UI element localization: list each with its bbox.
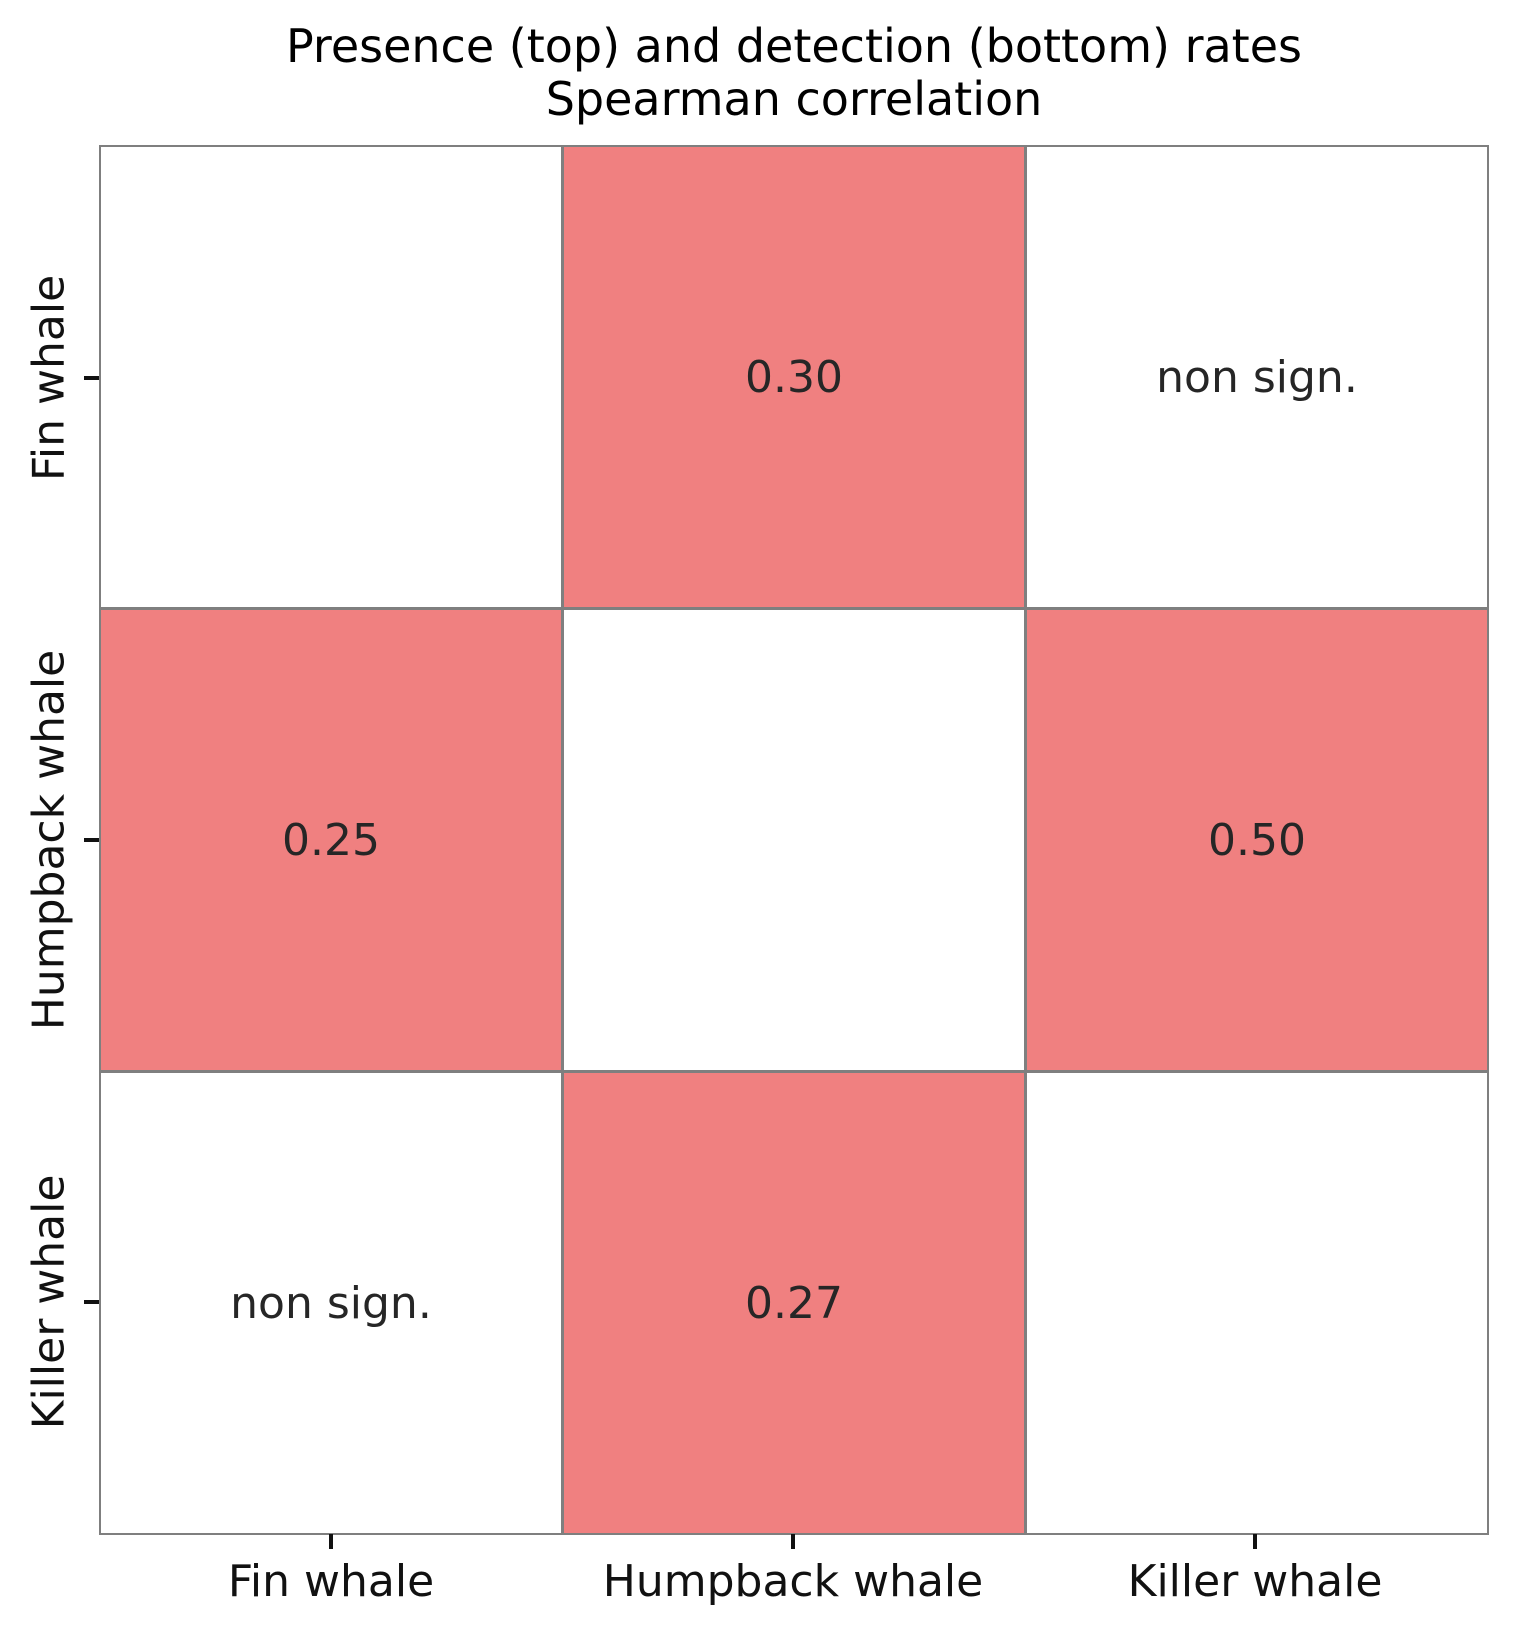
chart-title-line1: Presence (top) and detection (bottom) ra… <box>286 19 1302 73</box>
heatmap-grid: 0.30 non sign. 0.25 0.50 non sign. 0.27 <box>99 145 1489 1535</box>
cell-value: 0.30 <box>745 351 843 403</box>
chart-title: Presence (top) and detection (bottom) ra… <box>101 20 1487 126</box>
cell-value: non sign. <box>1156 351 1358 403</box>
heatmap-cell-r1c1 <box>564 610 1024 1070</box>
x-axis-tick-humpback-whale <box>791 1534 795 1549</box>
y-axis-label-humpback-whale: Humpback whale <box>23 649 75 1031</box>
x-axis-label-fin-whale: Fin whale <box>227 1556 435 1607</box>
y-axis-label-fin-whale: Fin whale <box>23 274 75 482</box>
y-axis-tick-fin-whale <box>84 376 99 380</box>
x-axis-label-killer-whale: Killer whale <box>1127 1556 1383 1607</box>
heatmap-cell-r0c2: non sign. <box>1027 147 1487 607</box>
heatmap-cell-r0c1: 0.30 <box>564 147 1024 607</box>
cell-value: 0.27 <box>745 1277 843 1329</box>
cell-value: 0.50 <box>1208 814 1306 866</box>
heatmap-cell-r2c0: non sign. <box>101 1073 561 1533</box>
y-axis-label-killer-whale: Killer whale <box>23 1174 75 1430</box>
x-axis-tick-fin-whale <box>329 1534 333 1549</box>
x-axis-label-humpback-whale: Humpback whale <box>602 1556 984 1607</box>
heatmap-cell-r1c0: 0.25 <box>101 610 561 1070</box>
x-axis-tick-killer-whale <box>1253 1534 1257 1549</box>
y-axis-tick-killer-whale <box>84 1300 99 1304</box>
heatmap-cell-r1c2: 0.50 <box>1027 610 1487 1070</box>
heatmap-cell-r0c0 <box>101 147 561 607</box>
heatmap-cell-r2c1: 0.27 <box>564 1073 1024 1533</box>
cell-value: non sign. <box>230 1277 432 1329</box>
cell-value: 0.25 <box>282 814 380 866</box>
heatmap-cell-r2c2 <box>1027 1073 1487 1533</box>
y-axis-tick-humpback-whale <box>84 838 99 842</box>
chart-title-line2: Spearman correlation <box>545 72 1043 126</box>
